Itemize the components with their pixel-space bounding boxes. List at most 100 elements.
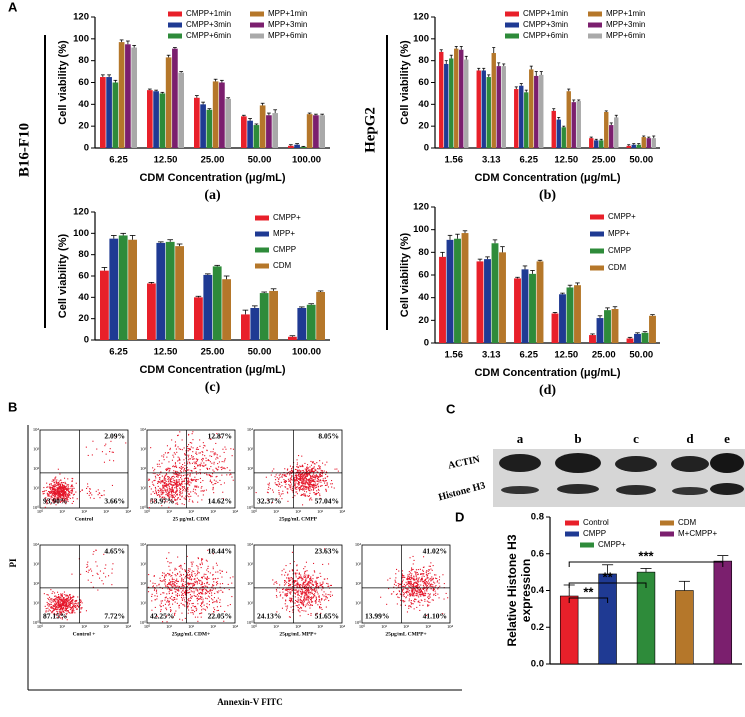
- flow-dot: [210, 466, 211, 467]
- bar: [599, 574, 617, 664]
- flow-dot: [192, 431, 193, 432]
- flow-dot: [405, 586, 406, 587]
- bar: [313, 115, 319, 148]
- flow-dot: [174, 569, 175, 570]
- flow-dot: [195, 492, 196, 493]
- flow-dot: [177, 502, 178, 503]
- flow-dot: [395, 582, 396, 583]
- flow-dot: [213, 484, 214, 485]
- quadrant-percent: 57.04%: [315, 497, 339, 506]
- flow-dot: [182, 620, 183, 621]
- flow-dot: [151, 488, 152, 489]
- flow-dot: [191, 443, 192, 444]
- flow-dot: [214, 597, 215, 598]
- flow-dot: [151, 596, 152, 597]
- flow-dot: [209, 604, 210, 605]
- flow-dot: [150, 581, 151, 582]
- flow-dot: [195, 468, 196, 469]
- flow-dot: [430, 573, 431, 574]
- flow-dot: [178, 446, 179, 447]
- bar: [439, 52, 443, 148]
- flow-dot: [299, 577, 300, 578]
- flow-dot: [290, 481, 291, 482]
- flow-dot: [169, 449, 170, 450]
- flow-dot: [308, 593, 309, 594]
- flow-dot: [434, 583, 435, 584]
- flow-dot: [418, 596, 419, 597]
- flow-dot: [316, 487, 317, 488]
- y-tick-label: 0: [424, 143, 429, 154]
- flow-dot: [47, 598, 48, 599]
- flow-dot: [196, 610, 197, 611]
- bar: [552, 111, 556, 148]
- flow-dot: [306, 470, 307, 471]
- flow-dot: [77, 605, 78, 606]
- flow-dot: [63, 601, 64, 602]
- bar: [260, 293, 269, 340]
- bar: [194, 98, 200, 148]
- flow-dot: [269, 485, 270, 486]
- flow-dot: [413, 579, 414, 580]
- flow-dot: [51, 607, 52, 608]
- flow-dot: [155, 487, 156, 488]
- flow-dot: [89, 495, 90, 496]
- flow-dot: [214, 471, 215, 472]
- flow-dot: [423, 556, 424, 557]
- flow-dot: [181, 496, 182, 497]
- flow-dot: [420, 579, 421, 580]
- flow-dot: [187, 575, 188, 576]
- flow-dot: [435, 595, 436, 596]
- flow-dot: [307, 482, 308, 483]
- flow-dot: [165, 579, 166, 580]
- flow-dot: [306, 476, 307, 477]
- flow-dot: [190, 491, 191, 492]
- quadrant-percent: 32.37%: [257, 497, 281, 506]
- flow-dot: [281, 476, 282, 477]
- flow-dot: [74, 605, 75, 606]
- flow-dot: [217, 583, 218, 584]
- y-tick-label: 120: [413, 12, 429, 23]
- flow-dot: [286, 606, 287, 607]
- flow-dot: [213, 578, 214, 579]
- flow-dot: [286, 565, 287, 566]
- flow-dot: [86, 447, 87, 448]
- flow-dot: [296, 584, 297, 585]
- flow-dot: [399, 597, 400, 598]
- flow-dot: [58, 594, 59, 595]
- flow-dot: [202, 458, 203, 459]
- flow-dot: [173, 470, 174, 471]
- flow-dot: [165, 478, 166, 479]
- bar: [449, 58, 453, 148]
- flow-dot: [224, 452, 225, 453]
- flow-dot: [324, 471, 325, 472]
- flow-dot: [169, 582, 170, 583]
- flow-dot: [319, 494, 320, 495]
- legend-label: CDM: [678, 518, 697, 527]
- flow-dot: [206, 450, 207, 451]
- legend-swatch: [590, 232, 604, 237]
- flow-dot: [416, 582, 417, 583]
- flow-dot: [53, 493, 54, 494]
- flow-dot: [155, 480, 156, 481]
- flow-dot: [178, 605, 179, 606]
- flow-dot: [311, 613, 312, 614]
- flow-dot: [160, 605, 161, 606]
- flow-dot: [54, 489, 55, 490]
- bar: [519, 86, 523, 148]
- flow-dot: [309, 471, 310, 472]
- flow-x-tick-label: 10²: [188, 509, 195, 514]
- flow-dot: [290, 482, 291, 483]
- flow-dot: [416, 587, 417, 588]
- flow-dot: [305, 469, 306, 470]
- flow-dot: [159, 495, 160, 496]
- flow-dot: [169, 574, 170, 575]
- flow-y-tick-label: 10³: [247, 447, 254, 452]
- flow-dot: [285, 486, 286, 487]
- flow-dot: [62, 593, 63, 594]
- legend-label: CMPP+1min: [523, 9, 568, 18]
- flow-dot: [325, 485, 326, 486]
- bar: [100, 77, 106, 148]
- flow-dot: [166, 558, 167, 559]
- flow-dot: [87, 562, 88, 563]
- flow-dot: [74, 601, 75, 602]
